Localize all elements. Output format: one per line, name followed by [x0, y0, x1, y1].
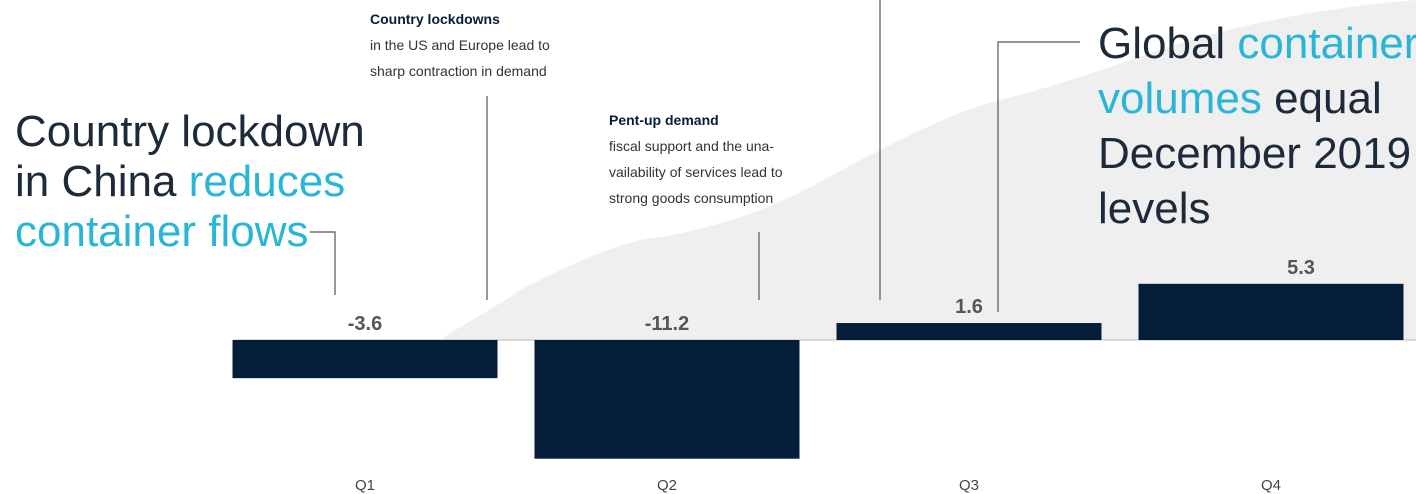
headline-line: in China reduces: [15, 157, 345, 206]
x-tick-label: Q3: [959, 477, 979, 494]
note-text: vailability of services lead to: [609, 164, 783, 180]
headline-line: Country lockdown: [15, 107, 365, 156]
headline-part: container flows: [15, 207, 308, 256]
headline-part: in China: [15, 157, 189, 206]
connector: [310, 231, 336, 295]
note-title: Pent-up demand: [609, 112, 719, 128]
headline-line: container flows: [15, 207, 308, 256]
note-text: sharp contraction in demand: [370, 63, 547, 79]
headline-part: container: [1237, 19, 1416, 68]
headline-part: equal: [1262, 74, 1382, 123]
bar: [1138, 283, 1404, 340]
x-tick-label: Q1: [355, 477, 375, 494]
headline-line: volumes equal: [1098, 74, 1382, 123]
headline-part: levels: [1098, 184, 1211, 233]
x-tick-label: Q2: [657, 477, 677, 494]
note-text: strong goods consumption: [609, 190, 773, 206]
connector: [997, 41, 1080, 312]
x-tick-label: Q4: [1261, 477, 1281, 494]
bar: [836, 323, 1102, 340]
headline-line: levels: [1098, 184, 1211, 233]
background-area: [440, 0, 1416, 340]
bar: [232, 340, 498, 379]
headline-part: Global: [1098, 19, 1237, 68]
data-label: -11.2: [645, 313, 689, 335]
data-label: -3.6: [348, 313, 382, 335]
headline-line: December 2019: [1098, 129, 1411, 178]
bar: [534, 340, 800, 459]
headline-part: volumes: [1098, 74, 1262, 123]
headline-line: Global container: [1098, 19, 1416, 68]
data-label: 5.3: [1287, 257, 1315, 279]
headline-part: Country lockdown: [15, 107, 365, 156]
note-text: in the US and Europe lead to: [370, 37, 550, 53]
data-label: 1.6: [955, 296, 983, 318]
note-title: Country lockdowns: [370, 11, 500, 27]
note-text: fiscal support and the una-: [609, 138, 774, 154]
headline-part: reduces: [189, 157, 346, 206]
headline-part: December 2019: [1098, 129, 1411, 178]
